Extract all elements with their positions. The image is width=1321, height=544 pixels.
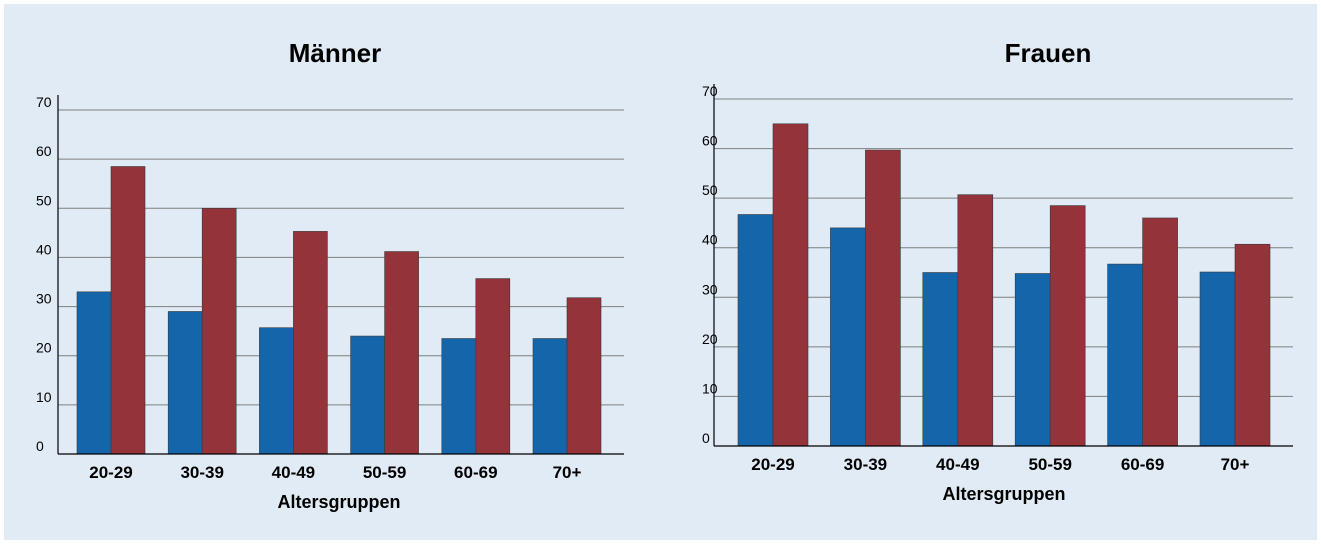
chart-2-bar-s2-6 [1234, 243, 1271, 447]
chart-1-y-tick-label: 20 [36, 340, 52, 356]
chart-2-y-tick-label: 20 [702, 331, 718, 347]
chart-1-bar-s1-2 [167, 311, 203, 455]
chart-2-bar-s2-2 [865, 149, 901, 447]
chart-1-category-label: 50-59 [363, 463, 406, 482]
chart-2-y-tick-label: 50 [702, 182, 718, 198]
chart-1-category-label: 30-39 [180, 463, 223, 482]
chart-2-x-axis-label: Altersgruppen [942, 484, 1065, 504]
chart-2-category-label: 50-59 [1028, 455, 1071, 474]
chart-1-category-label: 70+ [553, 463, 582, 482]
chart-2-y-tick-label: 0 [702, 430, 710, 446]
chart-2-bar-s1-2 [830, 227, 866, 447]
chart-1-bar-s2-3 [293, 231, 328, 455]
chart-1-bar-s2-5 [475, 278, 511, 455]
chart-2-bar-s2-5 [1142, 217, 1178, 447]
chart-1-bar-s2-1 [110, 166, 146, 455]
chart-2-bar-s2-4 [1049, 205, 1086, 447]
chart-2-y-tick-label: 70 [702, 83, 718, 99]
chart-2-category-label: 30-39 [844, 455, 887, 474]
chart-2-category-label: 40-49 [936, 455, 979, 474]
chart-1-y-tick-label: 60 [36, 143, 52, 159]
chart-2-bar-s1-6 [1199, 271, 1236, 447]
chart-1-bar-s1-1 [76, 291, 112, 455]
chart-1-y-tick-label: 30 [36, 291, 52, 307]
chart-1-y-tick-label: 70 [36, 94, 52, 110]
chart-2-y-tick-label: 30 [702, 281, 718, 297]
chart-1-x-axis-label: Altersgruppen [277, 492, 400, 512]
chart-1-bar-s2-2 [201, 207, 237, 455]
chart-1-y-tick-label: 40 [36, 241, 52, 257]
chart-2-bar-s2-1 [772, 123, 809, 447]
chart-1-category-label: 40-49 [272, 463, 315, 482]
chart-1-y-tick-label: 10 [36, 389, 52, 405]
chart-1-category-label: 20-29 [89, 463, 132, 482]
chart-1-bar-s2-4 [384, 251, 419, 455]
chart-2-bar-s2-3 [957, 194, 994, 447]
chart-2-y-tick-label: 60 [702, 133, 718, 149]
chart-2-bar-s1-4 [1014, 273, 1051, 447]
chart-1-bar-s1-5 [441, 338, 477, 455]
chart-1-bar-s2-6 [566, 297, 602, 455]
chart-1-bar-s1-6 [532, 338, 568, 455]
chart-2-y-tick-label: 40 [702, 232, 718, 248]
chart-2-bar-s1-1 [737, 214, 774, 447]
chart-1-title: Männer [289, 38, 381, 68]
chart-2-y-tick-label: 10 [702, 380, 718, 396]
chart-2-title: Frauen [1005, 38, 1092, 68]
chart-2-category-label: 60-69 [1121, 455, 1164, 474]
chart-1-y-tick-label: 50 [36, 192, 52, 208]
chart-1-bar-s1-3 [259, 327, 294, 455]
chart-1-category-label: 60-69 [454, 463, 497, 482]
chart-1-y-tick-label: 0 [36, 438, 44, 454]
chart-2-bar-s1-3 [922, 272, 959, 447]
chart-2-bar-s1-5 [1107, 263, 1143, 447]
chart-2-category-label: 20-29 [751, 455, 794, 474]
chart-1-bar-s1-4 [350, 335, 385, 455]
chart-2-category-label: 70+ [1221, 455, 1250, 474]
